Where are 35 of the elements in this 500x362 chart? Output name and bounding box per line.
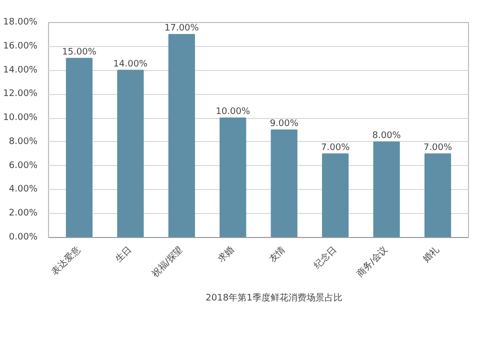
y-tick-label: 6.00% <box>8 160 38 171</box>
y-tick-label: 14.00% <box>3 65 38 76</box>
y-tick-label: 8.00% <box>8 136 38 147</box>
y-tick-label: 0.00% <box>8 232 38 242</box>
data-label: 7.00% <box>423 142 453 153</box>
y-tick-label: 4.00% <box>8 184 38 195</box>
bar <box>373 141 400 238</box>
x-tick-label: 友情 <box>267 244 288 265</box>
bar <box>424 153 452 238</box>
data-label: 17.00% <box>164 23 200 34</box>
bar <box>168 34 195 238</box>
x-tick-label: 纪念日 <box>312 244 339 272</box>
bar <box>270 130 298 238</box>
x-tick-label: 商务/会议 <box>354 244 390 280</box>
data-label: 10.00% <box>216 107 250 118</box>
x-tick-label: 祝福/探望 <box>150 244 186 280</box>
bar <box>322 153 349 238</box>
bar <box>220 118 246 238</box>
x-tick-label: 婚礼 <box>420 244 442 265</box>
data-label: 15.00% <box>62 47 97 58</box>
x-tick-label: 求婚 <box>216 244 236 265</box>
x-tick-label: 表达爱意 <box>50 244 83 278</box>
text: 2018年第1季度鲜花消费场景占比 <box>206 292 342 304</box>
bar <box>66 58 93 238</box>
x-tick-label: 生日 <box>113 244 134 265</box>
data-label: 14.00% <box>113 59 148 70</box>
y-tick-label: 2.00% <box>8 208 38 219</box>
data-label: 8.00% <box>372 130 402 141</box>
bar <box>117 70 144 238</box>
y-tick-label: 12.00% <box>3 89 38 100</box>
data-label: 7.00% <box>321 142 350 153</box>
y-tick-label: 16.00% <box>3 41 38 52</box>
data-label: 9.00% <box>270 119 299 129</box>
y-tick-label: 18.00% <box>3 18 38 28</box>
y-tick-label: 10.00% <box>3 113 38 124</box>
